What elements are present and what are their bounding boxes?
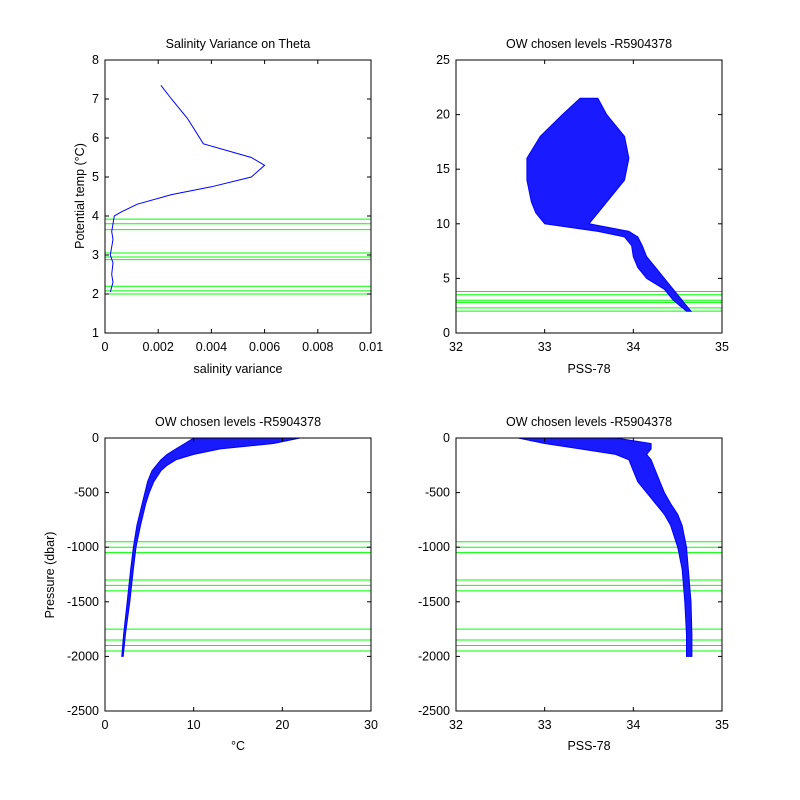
x-axis-label: °C — [231, 739, 245, 753]
y-tick-label: 1 — [92, 326, 99, 340]
panel-title: OW chosen levels -R5904378 — [506, 37, 672, 51]
y-axis-label: Pressure (dbar) — [43, 532, 57, 619]
panel-title: OW chosen levels -R5904378 — [506, 415, 672, 429]
profile-envelope — [517, 437, 693, 657]
y-tick-label: -500 — [425, 486, 450, 500]
y-tick-label: 15 — [436, 162, 450, 176]
x-tick-label: 32 — [449, 340, 463, 354]
salinity-pressure-panel: OW chosen levels -R5904378 PSS-78 32 33 34… — [418, 415, 729, 753]
variance-profile-line — [109, 84, 266, 293]
y-tick-label: 0 — [443, 326, 450, 340]
x-tick-label: 35 — [715, 718, 729, 732]
x-tick-label: 33 — [538, 340, 552, 354]
y-tick-label: -1000 — [67, 540, 99, 554]
x-tick-label: 34 — [626, 718, 640, 732]
x-tick-label: 35 — [715, 340, 729, 354]
x-tick-label: 0.008 — [302, 340, 333, 354]
x-tick-label: 33 — [538, 718, 552, 732]
y-tick-label: -1500 — [418, 595, 450, 609]
x-tick-label: 20 — [275, 718, 289, 732]
y-tick-label: 3 — [92, 248, 99, 262]
x-axis-label: PSS-78 — [567, 362, 610, 376]
y-axis-label: Potential temp (°C) — [73, 143, 87, 249]
x-tick-label: 10 — [187, 718, 201, 732]
y-tick-label: 0 — [443, 431, 450, 445]
y-tick-label: 20 — [436, 108, 450, 122]
profile-envelope — [526, 97, 693, 312]
y-tick-label: -2000 — [418, 649, 450, 663]
x-tick-label: 0.01 — [359, 340, 383, 354]
salinity-theta-panel: OW chosen levels -R5904378 PSS-78 32 33 34… — [436, 37, 729, 376]
x-tick-label: 0 — [102, 340, 109, 354]
y-tick-label: 25 — [436, 53, 450, 67]
x-axis-label: PSS-78 — [567, 739, 610, 753]
x-tick-label: 34 — [626, 340, 640, 354]
y-tick-label: 7 — [92, 92, 99, 106]
x-tick-label: 0.004 — [196, 340, 227, 354]
y-tick-label: 10 — [436, 217, 450, 231]
y-tick-label: -500 — [74, 486, 99, 500]
x-tick-label: 0.002 — [143, 340, 174, 354]
y-tick-label: 4 — [92, 209, 99, 223]
y-tick-label: -2500 — [418, 704, 450, 718]
y-tick-label: 5 — [443, 271, 450, 285]
x-axis-label: salinity variance — [194, 362, 283, 376]
x-tick-label: 0 — [102, 718, 109, 732]
y-tick-label: -2000 — [67, 649, 99, 663]
y-tick-label: -2500 — [67, 704, 99, 718]
salinity-variance-panel: Salinity Variance on Theta salinity vari… — [73, 37, 383, 376]
y-tick-label: -1000 — [418, 540, 450, 554]
plot-frame — [455, 437, 723, 712]
y-tick-label: 6 — [92, 131, 99, 145]
y-tick-label: 2 — [92, 287, 99, 301]
x-tick-label: 32 — [449, 718, 463, 732]
y-tick-label: 0 — [92, 431, 99, 445]
y-tick-label: 8 — [92, 53, 99, 67]
plot-frame — [104, 59, 372, 334]
x-tick-label: 30 — [364, 718, 378, 732]
profile-envelope — [121, 437, 301, 657]
temperature-pressure-panel: OW chosen levels -R5904378 °C Pressure (… — [43, 415, 378, 753]
panel-title: Salinity Variance on Theta — [166, 37, 311, 51]
y-tick-label: 5 — [92, 170, 99, 184]
plot-frame — [455, 59, 723, 334]
x-tick-label: 0.006 — [249, 340, 280, 354]
panel-title: OW chosen levels -R5904378 — [155, 415, 321, 429]
y-tick-label: -1500 — [67, 595, 99, 609]
plot-frame — [104, 437, 372, 712]
